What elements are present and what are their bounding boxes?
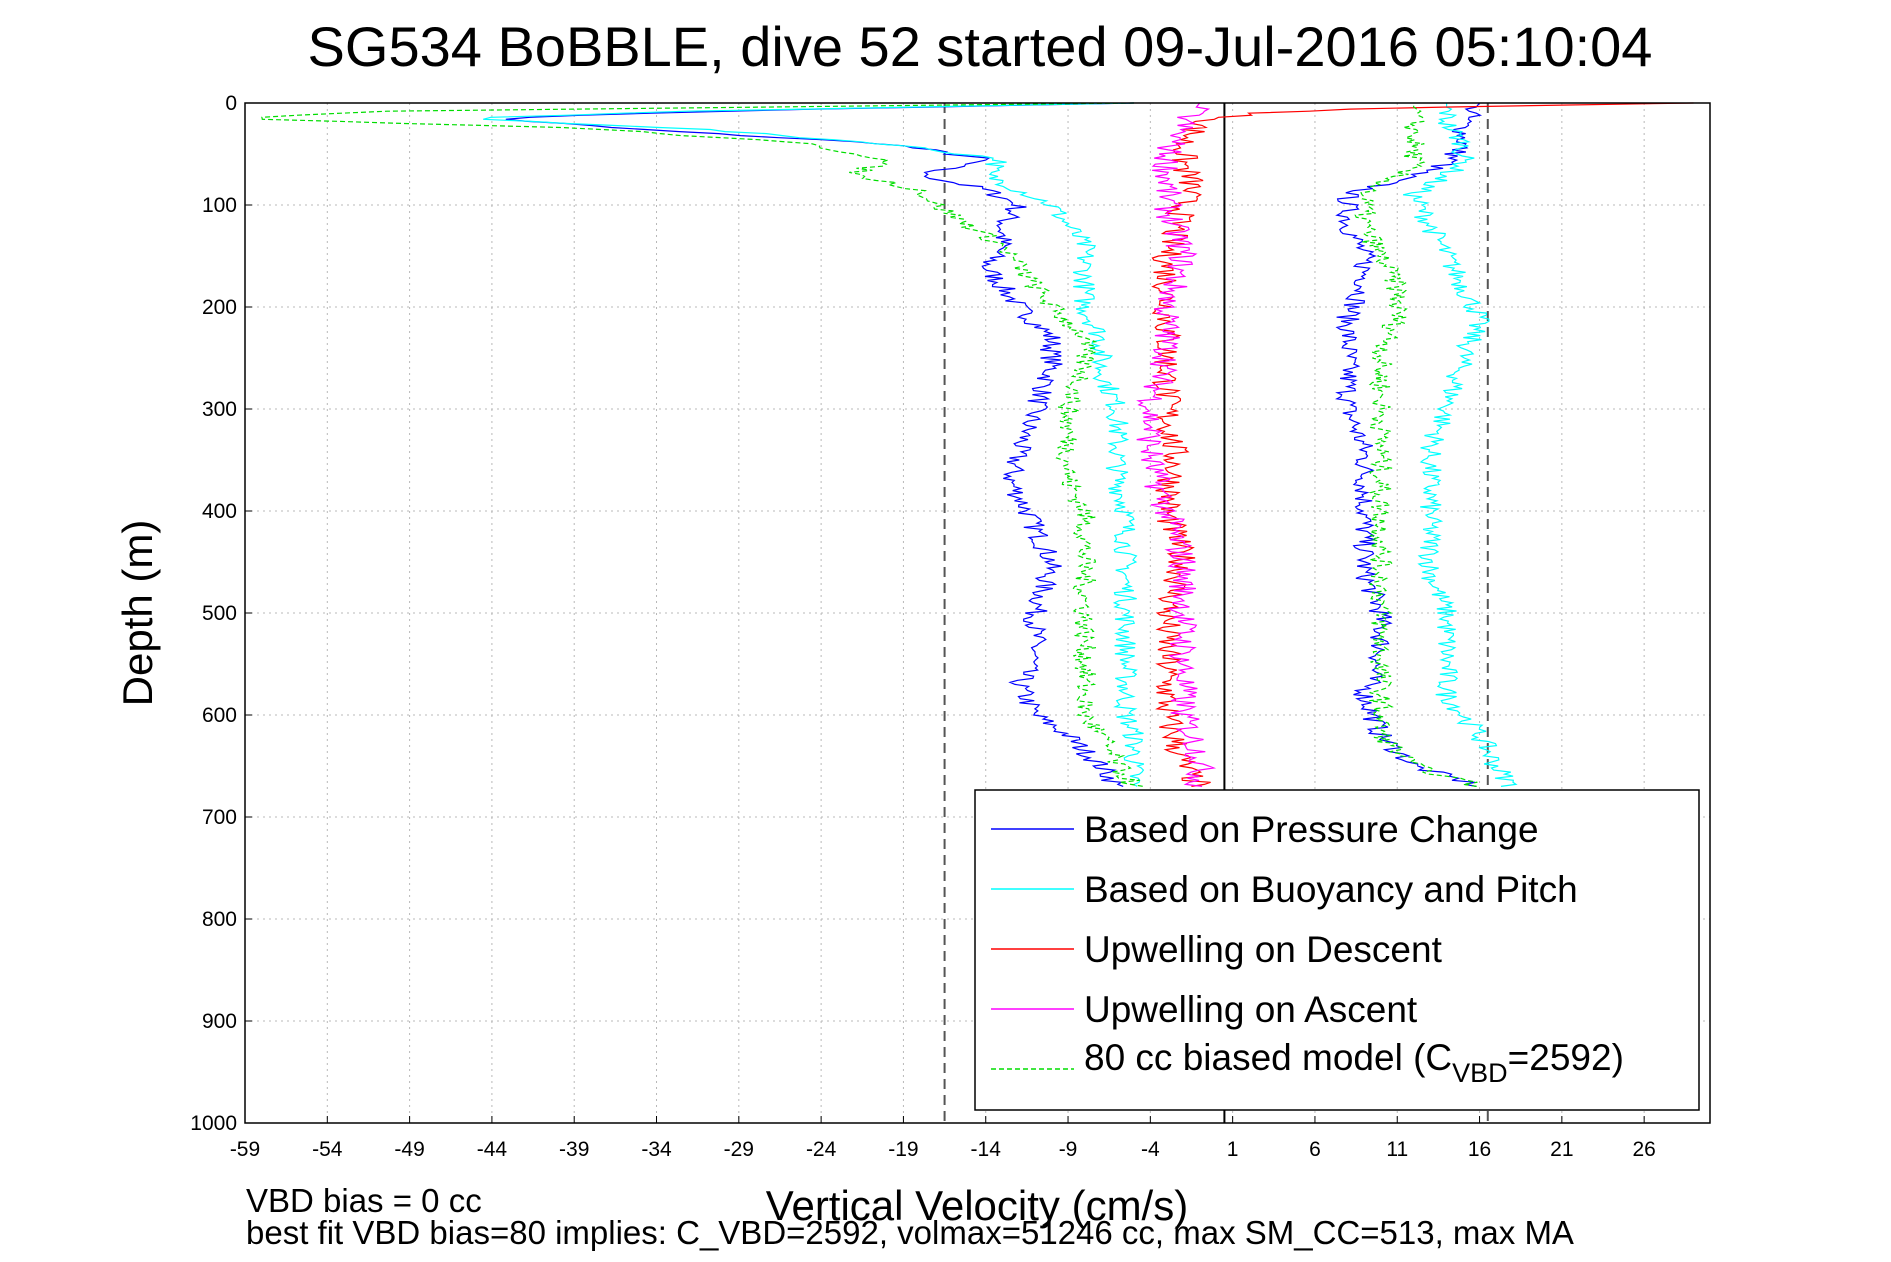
chart-title: SG534 BoBBLE, dive 52 started 09-Jul-201… <box>308 15 1653 78</box>
series-80-cc-biased-model-c-ascent-line <box>1354 103 1478 787</box>
series-based-on-pressure-change-ascent-line <box>1334 102 1483 787</box>
legend-entry-suffix: =2592) <box>1508 1037 1624 1078</box>
x-tick-label: 26 <box>1632 1138 1655 1161</box>
x-tick-label: -4 <box>1141 1138 1160 1161</box>
y-tick-label: 1000 <box>190 1112 237 1135</box>
legend: Based on Pressure Change Based on Buoyanc… <box>974 789 1700 1111</box>
series-based-on-pressure-change-descent-line <box>505 102 1134 787</box>
x-tick-label: 1 <box>1227 1138 1239 1161</box>
y-tick-label: 300 <box>202 398 237 421</box>
legend-entry-label: Upwelling on Ascent <box>1084 989 1418 1030</box>
y-tick-label: 700 <box>202 806 237 829</box>
legend-entry: Upwelling on Descent <box>1084 929 1443 970</box>
series-based-on-buoyancy-and-pitch-descent-line <box>483 102 1145 787</box>
x-tick-label: -29 <box>724 1138 754 1161</box>
legend-entry: Based on Buoyancy and Pitch <box>1084 869 1578 910</box>
x-tick-label: -39 <box>559 1138 589 1161</box>
series-80-cc-biased-model-c-descent-line <box>261 102 1144 787</box>
x-tick-label: -34 <box>641 1138 672 1161</box>
y-axis-label: Depth (m) <box>114 520 161 707</box>
x-tick-label: 11 <box>1386 1138 1408 1161</box>
legend-entry-subscript: VBD <box>1452 1058 1508 1088</box>
series-based-on-buoyancy-and-pitch-ascent-line <box>1402 103 1518 787</box>
y-tick-label: 800 <box>202 908 237 931</box>
x-tick-label: -19 <box>888 1138 918 1161</box>
y-tick-label: 200 <box>202 296 237 319</box>
plot-frame <box>244 102 1711 1124</box>
series-upwelling-on-ascent-line <box>1136 102 1217 787</box>
y-tick-label: 100 <box>202 194 237 217</box>
legend-entry: Based on Pressure Change <box>1084 809 1539 850</box>
x-tick-labels: -59 -54 -49 -44 -39 -34 -29 -24 -19 -14 -9 -4 1 6 11 16… <box>230 1138 1656 1161</box>
legend-entry: Upwelling on Ascent <box>1084 989 1418 1030</box>
x-tick-label: -54 <box>312 1138 343 1161</box>
x-tick-label: -9 <box>1059 1138 1078 1161</box>
x-tick-label: -49 <box>394 1138 424 1161</box>
legend-box <box>974 789 1700 1111</box>
y-tick-label: 400 <box>202 500 237 523</box>
x-tick-label: 16 <box>1468 1138 1491 1161</box>
legend-entry-label: 80 cc biased model (C <box>1084 1037 1452 1078</box>
legend-entry: 80 cc biased model (CVBD=2592) <box>1084 1037 1624 1088</box>
x-axis-label: Vertical Velocity (cm/s) <box>766 1182 1188 1229</box>
x-tick-label: -14 <box>971 1138 1002 1161</box>
x-tick-label: 6 <box>1309 1138 1321 1161</box>
x-tick-label: -24 <box>806 1138 837 1161</box>
series-layer <box>261 102 1694 787</box>
legend-entry-label: Upwelling on Descent <box>1084 929 1443 970</box>
legend-entry-label: Based on Pressure Change <box>1084 809 1539 850</box>
x-tick-label: 21 <box>1550 1138 1573 1161</box>
series-upwelling-on-descent-line <box>1151 102 1694 787</box>
x-tick-label: -59 <box>230 1138 260 1161</box>
y-tick-label: 900 <box>202 1010 237 1033</box>
y-tick-label: 0 <box>225 92 237 115</box>
legend-entry-label: Based on Buoyancy and Pitch <box>1084 869 1578 910</box>
footer-vbd-bias: VBD bias = 0 cc <box>246 1182 482 1219</box>
y-tick-labels: 0 100 200 300 400 500 600 700 800 900 1000 <box>190 92 237 1135</box>
y-tick-label: 500 <box>202 602 237 625</box>
y-tick-label: 600 <box>202 704 237 727</box>
x-tick-label: -44 <box>477 1138 508 1161</box>
footer-best-fit: best fit VBD bias=80 implies: C_VBD=2592… <box>246 1214 1574 1251</box>
